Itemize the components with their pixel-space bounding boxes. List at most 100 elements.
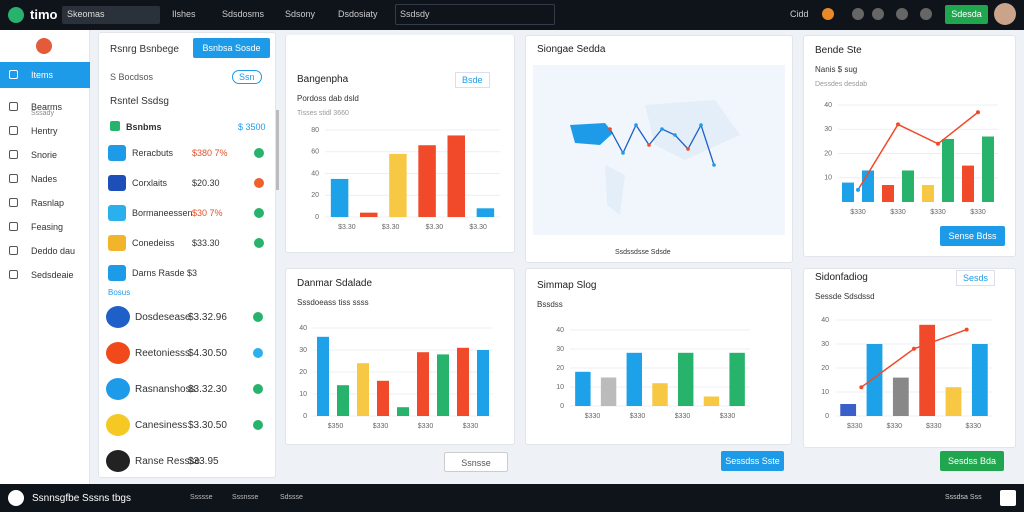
search[interactable]: Skeomas: [62, 6, 160, 24]
side-icon: [9, 270, 18, 279]
bar: [447, 135, 465, 217]
side-item[interactable]: Rasnlap: [31, 198, 65, 208]
item-dot: [254, 208, 264, 218]
y-tick-label: 10: [821, 389, 829, 396]
side-item[interactable]: Hentry: [31, 126, 58, 136]
item-name[interactable]: Canesiness: [135, 420, 188, 431]
y-tick-label: 30: [556, 346, 564, 353]
item-name[interactable]: Reracbuts: [132, 148, 174, 158]
bar: [317, 336, 329, 416]
side-item[interactable]: Bearms: [31, 102, 63, 112]
chart: 0 10 20 30 40 $330 $330 $330 $330: [821, 317, 993, 430]
item-name[interactable]: Reetoniesss: [135, 348, 191, 359]
item-name[interactable]: Dosdesease: [135, 312, 191, 323]
item-name[interactable]: Bormaneessen: [132, 208, 193, 218]
side-item[interactable]: Nades: [31, 174, 58, 184]
menu-item[interactable]: Sdsdosms: [222, 9, 265, 19]
task-item[interactable]: Ssssse: [190, 494, 213, 501]
side-icon: [9, 222, 18, 231]
x-tick-label: $330: [970, 209, 986, 216]
card: [525, 268, 792, 445]
map-legend: Ssdssdsse Sdsde: [615, 249, 671, 256]
card-action[interactable]: Bsde: [455, 72, 490, 88]
route-point: [660, 127, 664, 131]
card-button[interactable]: Ssnsse: [444, 452, 508, 472]
side-item[interactable]: Deddo dau: [31, 246, 76, 256]
task-item[interactable]: Sssnsse: [232, 494, 259, 501]
card: [803, 35, 1016, 257]
x-tick-label: $330: [847, 423, 863, 430]
route-point: [699, 123, 703, 127]
y-tick-label: 10: [824, 175, 832, 182]
side-item[interactable]: Items: [31, 70, 54, 80]
card-action[interactable]: Sesds: [956, 270, 996, 286]
side-item[interactable]: Feasing: [31, 222, 64, 232]
bar: [330, 178, 349, 217]
side-active: [0, 62, 90, 88]
route-point: [673, 133, 677, 137]
card-title: Sidonfadiog: [815, 272, 868, 283]
menu-item[interactable]: Dsdosiaty: [338, 9, 378, 19]
y-tick-label: 30: [299, 347, 307, 354]
top-button[interactable]: Sdesda: [945, 5, 988, 24]
x-tick-label: $330: [850, 209, 866, 216]
menu-item[interactable]: Sdsony: [285, 9, 316, 19]
item-name[interactable]: Corxlaits: [132, 178, 168, 188]
list-title: Rsnrg Bsnbege: [110, 44, 179, 55]
bar: [678, 352, 694, 406]
bar: [882, 185, 894, 202]
menu-item[interactable]: Ilshes: [172, 9, 196, 19]
continent: [605, 165, 625, 215]
item-amount: $33.30: [192, 238, 220, 248]
task-title: Ssnnsgfbe Sssns tbgs: [32, 493, 131, 504]
line-point: [912, 346, 916, 351]
item-name[interactable]: Conedeiss: [132, 238, 175, 248]
list-button[interactable]: Bsnbsa Sosde: [193, 38, 270, 58]
item-name[interactable]: Rasnanshoss: [135, 384, 196, 395]
icon: [896, 8, 908, 20]
item-amount: $4.30.50: [188, 348, 227, 359]
bar: [418, 145, 436, 217]
item-icon: [106, 342, 130, 364]
scrollbar: [276, 110, 279, 190]
head-icon: [110, 121, 120, 131]
route-point: [712, 163, 716, 167]
menu-item[interactable]: Ssdsdy: [400, 9, 430, 19]
side-icon: [9, 174, 18, 183]
x-tick-label: $330: [585, 413, 601, 420]
item-name[interactable]: Darns Rasde $3: [132, 268, 198, 278]
task-item[interactable]: Sdssse: [280, 494, 303, 501]
x-tick-label: $330: [463, 423, 479, 430]
item-amount: $30 7%: [192, 208, 223, 218]
x-tick-label: $330: [630, 413, 646, 420]
item-dot: [253, 384, 263, 394]
item-dot: [253, 348, 263, 358]
map: [533, 65, 785, 235]
item-icon: [106, 378, 130, 400]
side-item[interactable]: Sedsdeaie: [31, 270, 74, 280]
bar: [902, 170, 914, 202]
card-button[interactable]: Sense Bdss: [940, 226, 1005, 246]
item-name[interactable]: Ranse Ressse: [135, 456, 201, 467]
map-area: [533, 65, 785, 235]
bar: [982, 136, 994, 202]
bar: [971, 344, 988, 416]
filter-tag[interactable]: Ssn: [232, 70, 262, 84]
item-dot: [254, 178, 264, 188]
taskbar: [0, 484, 1024, 512]
bar: [575, 371, 591, 406]
y-tick-label: 0: [825, 413, 829, 420]
side-item[interactable]: Snorie: [31, 150, 58, 160]
x-tick-label: $330: [675, 413, 691, 420]
card-title: Bangenpha: [297, 74, 349, 85]
x-tick-label: $330: [373, 423, 389, 430]
bar: [842, 182, 854, 202]
bar: [437, 354, 449, 416]
line-point: [859, 385, 864, 390]
bar: [729, 352, 745, 406]
y-tick-label: 40: [556, 327, 564, 334]
card-button[interactable]: Sessdss Sste: [721, 451, 784, 471]
card-button[interactable]: Sesdss Bda: [940, 451, 1004, 471]
line-point: [896, 122, 900, 127]
bar: [942, 138, 954, 202]
